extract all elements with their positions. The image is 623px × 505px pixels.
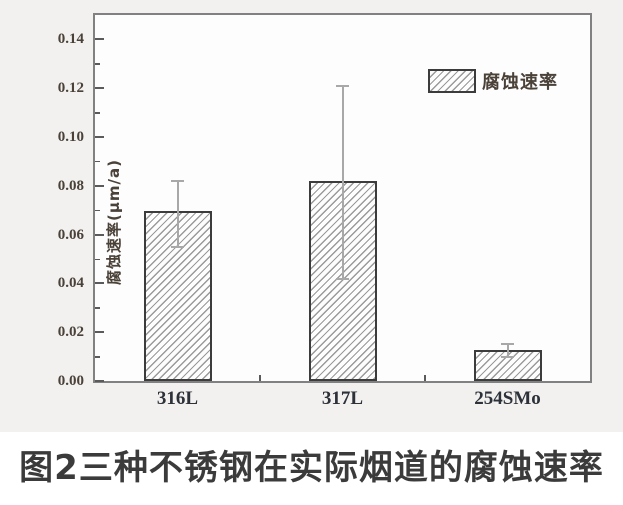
- x-axis-boundary-tick: [424, 375, 426, 381]
- y-axis-tick-label: 0.12: [57, 80, 84, 97]
- y-axis-minor-tick: [95, 160, 100, 163]
- y-axis-major-tick: [95, 87, 104, 90]
- y-axis-minor-tick: [95, 307, 100, 309]
- x-axis-label-254SMo: 254SMo: [474, 388, 541, 409]
- legend-swatch-hatch: [428, 69, 476, 93]
- y-axis-major-tick: [95, 282, 104, 285]
- error-bar-cap-317L: [336, 277, 349, 280]
- y-axis-minor-tick: [95, 63, 100, 65]
- error-bar-317L: [341, 85, 344, 279]
- y-axis-major-tick: [95, 136, 104, 138]
- y-axis-tick-label: 0.06: [57, 226, 84, 243]
- y-axis-major-tick: [95, 380, 104, 382]
- y-axis-major-tick: [95, 38, 104, 41]
- x-axis-label-317L: 317L: [321, 388, 364, 409]
- y-axis-minor-tick: [95, 209, 100, 212]
- y-axis-minor-tick: [95, 112, 100, 114]
- figure-caption: 图2三种不锈钢在实际烟道的腐蚀速率: [0, 444, 623, 494]
- legend: 腐蚀速率: [428, 68, 558, 94]
- corrosion-rate-bar-chart-figure: 腐蚀速率(μm/a) 腐蚀速率 0.00 0.02 0.04 0.06 0.08 0.10…: [0, 0, 623, 432]
- y-axis-tick-label: 0.04: [57, 275, 84, 292]
- legend-label: 腐蚀速率: [482, 72, 558, 93]
- y-axis-tick-label: 0.14: [57, 31, 84, 48]
- x-axis-boundary-tick: [259, 375, 261, 381]
- error-bar-cap-316L: [171, 179, 184, 182]
- y-axis-tick-label: 0.00: [57, 373, 84, 389]
- bar-254SMo: [473, 349, 542, 381]
- y-axis-tick-label: 0.10: [57, 129, 84, 145]
- error-bar-cap-254SMo: [501, 343, 514, 346]
- y-axis-title: 腐蚀速率(μm/a): [105, 159, 123, 285]
- y-axis-minor-tick: [95, 258, 100, 260]
- error-bar-254SMo: [506, 344, 509, 357]
- error-bar-316L: [176, 180, 179, 247]
- y-axis-major-tick: [95, 331, 104, 334]
- error-bar-cap-316L: [171, 245, 184, 248]
- error-bar-cap-317L: [336, 84, 349, 87]
- y-axis-major-tick: [95, 233, 104, 236]
- plot-area: 腐蚀速率(μm/a) 腐蚀速率: [93, 13, 592, 383]
- y-axis-tick-label: 0.02: [57, 324, 84, 341]
- error-bar-cap-254SMo: [501, 355, 514, 358]
- y-axis-minor-tick: [95, 356, 100, 358]
- y-axis-tick-label: 0.08: [57, 177, 84, 194]
- x-axis-label-316L: 316L: [156, 388, 199, 409]
- y-axis-major-tick: [95, 184, 104, 187]
